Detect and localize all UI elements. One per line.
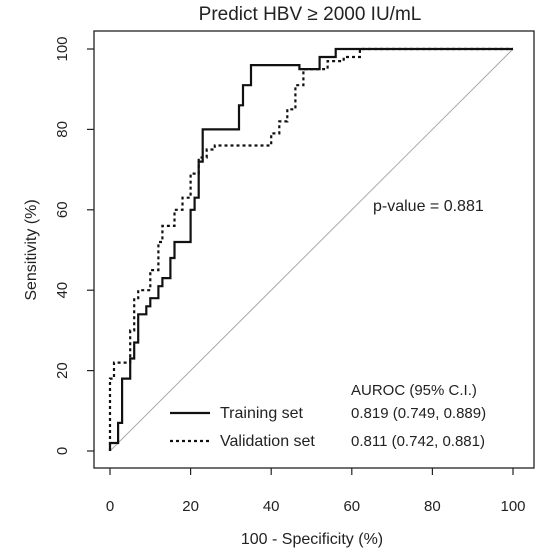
training-set-roc-line	[108, 47, 513, 451]
x-axis-label: 100 - Specificity (%)	[241, 531, 383, 548]
validation-set-roc-line	[108, 47, 513, 451]
axis-layer: 0 20 40 60 80 100 0 20 40 60 80 100	[54, 36, 526, 515]
y-tick-label: 20	[54, 362, 71, 379]
y-tick-label: 40	[54, 282, 71, 299]
x-tick-label: 60	[343, 498, 360, 515]
series-layer	[108, 47, 513, 451]
x-tick-label: 100	[500, 498, 525, 515]
y-tick-label: 100	[54, 36, 71, 61]
plot-frame	[93, 30, 535, 469]
validation-auroc-value: 0.811 (0.742, 0.881)	[351, 433, 485, 450]
chart-title: Predict HBV ≥ 2000 IU/mL	[199, 4, 422, 25]
y-axis-label: Sensitivity (%)	[23, 199, 40, 300]
y-tick-label: 0	[54, 447, 71, 455]
reference-diagonal-line	[109, 48, 514, 452]
x-tick-label: 80	[424, 498, 441, 515]
y-tick-label: 60	[54, 201, 71, 218]
validation-legend-label: Validation set	[220, 433, 315, 450]
y-tick-label: 80	[54, 121, 71, 138]
training-auroc-value: 0.819 (0.749, 0.889)	[351, 405, 486, 422]
training-legend-label: Training set	[220, 405, 304, 422]
legend-header: AUROC (95% C.I.)	[351, 382, 477, 399]
x-tick-label: 20	[182, 498, 199, 515]
x-tick-label: 40	[263, 498, 280, 515]
reference-layer	[109, 48, 514, 452]
p-value-annotation: p-value = 0.881	[373, 198, 484, 215]
legend: AUROC (95% C.I.) Training set 0.819 (0.74…	[170, 382, 486, 450]
x-tick-label: 0	[106, 498, 114, 515]
